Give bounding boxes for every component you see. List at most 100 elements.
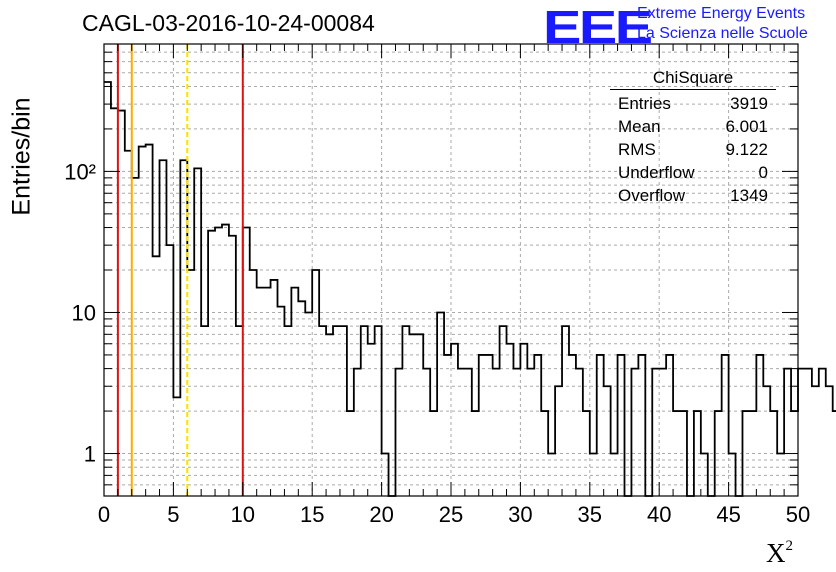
stats-row-entries: Entries 3919: [610, 92, 776, 115]
histogram-bin: [319, 326, 326, 496]
stats-label: Underflow: [618, 163, 695, 182]
histogram-bin: [611, 454, 618, 496]
x-tick-label: 5: [167, 502, 179, 527]
histogram-bin: [340, 326, 347, 496]
histogram-bin: [729, 454, 736, 496]
histogram-bin: [395, 369, 402, 496]
histogram-bin: [423, 369, 430, 496]
histogram-bin: [534, 355, 541, 496]
grid-lines: [104, 44, 798, 496]
y-tick-label: 10: [72, 300, 96, 325]
histogram-bin: [507, 344, 514, 496]
x-tick-label: 25: [439, 502, 463, 527]
histogram-bin: [409, 334, 416, 496]
y-axis-label: Entries/bin: [7, 97, 36, 216]
histogram-bin: [590, 454, 597, 496]
histogram-bin: [749, 411, 756, 496]
histogram-bin: [291, 288, 298, 496]
histogram-bin: [486, 355, 493, 496]
histogram-bin: [472, 411, 479, 496]
histogram-bin: [187, 270, 194, 496]
x-tick-label: 50: [786, 502, 810, 527]
histogram-bin: [180, 160, 187, 496]
histogram-bin: [673, 411, 680, 496]
histogram-bin: [826, 386, 833, 496]
histogram-bin: [382, 454, 389, 496]
stats-row-rms: RMS 9.122: [610, 138, 776, 161]
stats-box: ChiSquare Entries 3919 Mean 6.001 RMS 9.…: [610, 68, 776, 207]
histogram-bin: [555, 386, 562, 496]
histogram-bin: [437, 312, 444, 496]
histogram-bin: [326, 334, 333, 496]
histogram-bin: [361, 326, 368, 496]
histogram-bin: [298, 301, 305, 496]
histogram-bin: [548, 454, 555, 496]
histogram-bin: [250, 270, 257, 496]
histogram-bin: [271, 280, 278, 496]
histogram-bin: [798, 369, 805, 496]
histogram-bin: [618, 355, 625, 496]
threshold-lines: [116, 44, 244, 496]
histogram-line: [104, 81, 836, 497]
histogram-bin: [569, 355, 576, 496]
histogram-bin: [132, 178, 139, 496]
x-tick-label: 10: [231, 502, 255, 527]
eee-logo: EEE: [543, 1, 653, 53]
histogram-bin: [520, 344, 527, 496]
histogram-bin: [444, 355, 451, 496]
histogram-bin: [694, 411, 701, 496]
stats-label: RMS: [618, 140, 656, 159]
histogram-bin: [742, 411, 749, 496]
histogram-bin: [229, 236, 236, 496]
histogram-bin: [500, 326, 507, 496]
histogram-bin: [604, 386, 611, 496]
stats-row-overflow: Overflow 1349: [610, 184, 776, 207]
histogram-bin: [146, 145, 153, 496]
histogram-bin: [805, 369, 812, 496]
histogram-bin: [513, 369, 520, 496]
histogram-bin: [638, 355, 645, 496]
histogram-bin: [458, 369, 465, 496]
axes: 0 5 10 15 20 25 30 35 40 45 50 1 10 10²: [64, 43, 810, 527]
x-tick-label: 15: [300, 502, 324, 527]
histogram-bin: [347, 411, 354, 496]
histogram-bin: [701, 454, 708, 496]
histogram-bin: [208, 231, 215, 496]
histogram-bin: [763, 386, 770, 496]
histogram-bin: [583, 411, 590, 496]
histogram-bin: [416, 334, 423, 496]
histogram-bin: [125, 151, 132, 496]
histogram-bin: [812, 386, 819, 496]
histogram-bin: [652, 369, 659, 496]
histogram-bin: [139, 147, 146, 496]
stats-value: 9.122: [725, 140, 768, 159]
histogram-bin: [451, 344, 458, 496]
histogram-bin: [715, 411, 722, 496]
histogram-series: [104, 81, 836, 497]
histogram-bin: [819, 369, 826, 496]
histogram-bin: [305, 312, 312, 496]
histogram-bin: [659, 369, 666, 496]
histogram-bin: [104, 82, 111, 496]
histogram-bin: [354, 369, 361, 496]
histogram-bin: [430, 411, 437, 496]
histogram-bin: [479, 355, 486, 496]
histogram-bin: [680, 411, 687, 496]
histogram-bin: [541, 411, 548, 496]
histogram-bin: [375, 326, 382, 496]
x-tick-label: 0: [98, 502, 110, 527]
histogram-bin: [722, 355, 729, 496]
histogram-bin: [312, 270, 319, 496]
stats-row-underflow: Underflow 0: [610, 161, 776, 184]
stats-value: 3919: [730, 94, 768, 113]
histogram-bin: [527, 369, 534, 496]
histogram-bin: [770, 411, 777, 496]
histogram-bin: [166, 245, 173, 496]
x-tick-label: 35: [578, 502, 602, 527]
stats-value: 6.001: [725, 117, 768, 136]
histogram-bin: [576, 369, 583, 496]
histogram-bin: [784, 369, 791, 496]
histogram-bin: [368, 344, 375, 496]
histogram-bin: [118, 111, 125, 496]
histogram-bin: [631, 369, 638, 496]
